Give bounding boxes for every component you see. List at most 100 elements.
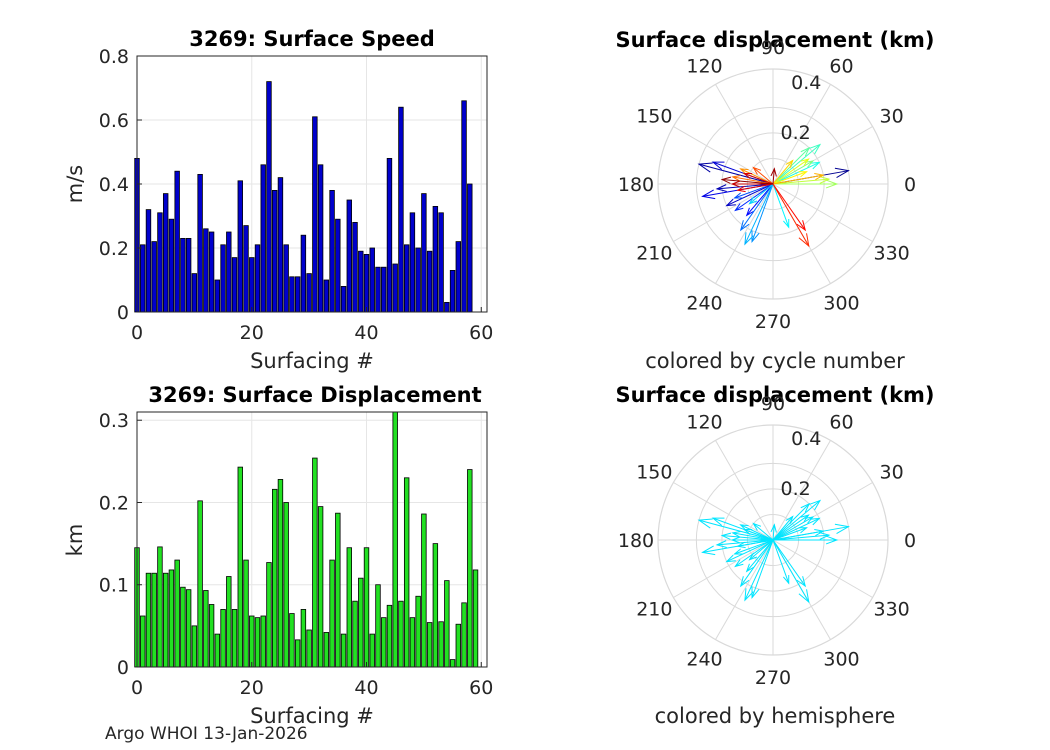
displacement-vector (772, 160, 814, 185)
vector-arrowhead (785, 515, 794, 525)
bar (220, 244, 226, 313)
bar (467, 469, 473, 668)
vector-arrowhead (810, 517, 821, 526)
vector-arrowhead (745, 207, 754, 217)
bar (191, 273, 198, 313)
polar-spoke (673, 539, 774, 598)
displacement-vector (772, 539, 810, 603)
bar (375, 584, 381, 668)
vector-arrowhead (800, 514, 810, 522)
displacement-ylabel: km (63, 524, 87, 557)
vector-arrowhead (796, 576, 807, 588)
vector-arrowhead (814, 529, 825, 537)
vector-arrowhead (809, 499, 822, 511)
speed-chart-title: 3269: Surface Speed (189, 27, 435, 51)
bar (467, 183, 473, 313)
bar (409, 617, 416, 668)
displacement-vector (772, 161, 820, 185)
polar-1-title: Surface displacement (km) (615, 28, 934, 52)
x-tick-label: 20 (240, 677, 264, 699)
bar (140, 244, 146, 313)
bar (300, 609, 307, 668)
bar (162, 572, 169, 668)
displacement-vector (698, 519, 774, 541)
displacement-vector (740, 539, 774, 587)
displacement-vector (772, 174, 824, 185)
bar (363, 547, 370, 668)
x-tick-label: 20 (240, 322, 264, 344)
displacement-vector (716, 539, 774, 546)
displacement-vector (734, 539, 774, 555)
vector-arrowhead (800, 146, 811, 157)
y-tick-label: 0.8 (99, 46, 129, 68)
displacement-vector (737, 539, 774, 547)
polar-1-subtitle: colored by cycle number (645, 349, 905, 373)
bar (174, 559, 180, 668)
bar (369, 247, 375, 313)
speed-plot-area: 0 0.2 0.4 0.6 0.8 0 20 40 60 (99, 46, 494, 344)
displacement-vector (772, 158, 809, 185)
bar (409, 212, 416, 313)
vector-arrowhead (798, 171, 808, 178)
bar (403, 477, 410, 668)
displacement-vector (732, 176, 774, 185)
x-tick-label: 40 (354, 322, 378, 344)
polar-ring (695, 462, 851, 618)
polar-angle-label: 210 (636, 599, 672, 621)
bar (162, 193, 169, 313)
displacement-vector (772, 530, 824, 541)
vector-arrowhead (800, 158, 810, 166)
polar-spoke (715, 440, 774, 541)
displacement-vector (722, 179, 774, 185)
vector-arrowhead (711, 161, 725, 170)
bar (266, 81, 272, 313)
x-tick-label: 60 (469, 677, 493, 699)
bar (197, 500, 203, 668)
displacement-vector (772, 517, 820, 541)
vector-arrowhead (804, 516, 815, 524)
displacement-vector (698, 163, 774, 185)
bar (421, 513, 427, 668)
displacement-vector (772, 183, 790, 228)
bar (375, 266, 381, 313)
vector-arrowhead (748, 196, 758, 205)
vector-arrowhead (742, 173, 753, 180)
axes-box (136, 411, 488, 668)
bar (415, 595, 421, 668)
polar-angle-label: 30 (880, 462, 904, 484)
displacement-vector (772, 183, 806, 231)
vector-arrowhead (720, 532, 732, 540)
polar-r-tick-label: 0.4 (791, 72, 821, 94)
vector-arrowhead (720, 176, 732, 184)
bar (260, 164, 266, 313)
vector-arrowhead (770, 167, 777, 177)
polar-outer-ring (657, 68, 889, 300)
vector-arrowhead (748, 552, 758, 561)
displacement-vector (772, 160, 794, 185)
bar (203, 228, 209, 313)
bar (185, 589, 192, 668)
vector-arrowhead (739, 168, 749, 175)
polar-spoke (772, 440, 831, 541)
bar (231, 609, 238, 668)
bar (208, 604, 215, 668)
polar-spoke (673, 482, 774, 541)
y-tick-label: 0.6 (99, 110, 129, 132)
bar (243, 225, 249, 313)
speed-ylabel: m/s (63, 165, 87, 203)
bar (168, 218, 175, 313)
vector-arrowhead (834, 167, 850, 179)
polar-angle-label: 300 (823, 293, 859, 315)
polar-r-tick-label: 0.4 (791, 428, 821, 450)
displacement-vector (772, 183, 810, 247)
vector-arrowhead (697, 518, 713, 529)
vector-arrowhead (736, 541, 746, 549)
y-tick-label: 0 (117, 302, 129, 324)
bar (352, 600, 358, 668)
vector-arrowhead (733, 192, 743, 199)
bar (151, 572, 157, 668)
bar (208, 231, 215, 313)
bar (294, 639, 301, 668)
displacement-vector (726, 183, 774, 207)
bar (432, 205, 439, 313)
